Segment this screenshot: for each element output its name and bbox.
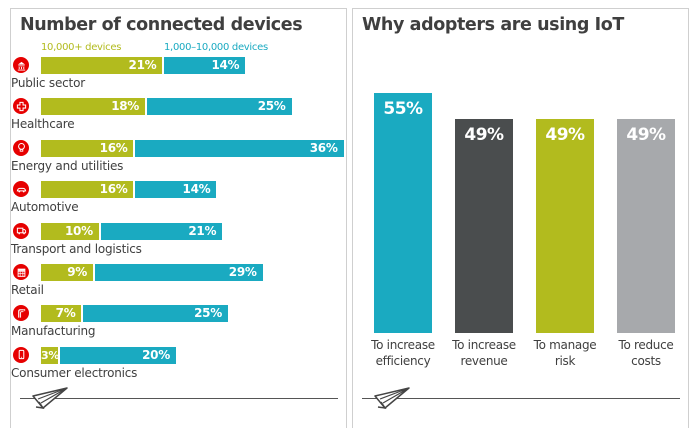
bar-value-label: 18% <box>111 99 140 114</box>
phone-icon <box>13 346 29 363</box>
reason-bar: 55% <box>374 93 432 333</box>
bar-row: 16% 36% Energy and utilities <box>11 139 346 180</box>
category-label-line: costs <box>631 354 661 368</box>
bar-value-label: 55% <box>383 99 423 120</box>
bar-value-label: 7% <box>55 306 76 321</box>
category-label: To increase revenue <box>439 337 529 369</box>
bar-1000-10000: 29% <box>95 264 263 281</box>
bar-10000-plus: 10% <box>41 222 99 240</box>
category-label: Automotive <box>11 200 79 215</box>
category-label: Consumer electronics <box>11 365 138 380</box>
category-label: Healthcare <box>11 117 75 132</box>
bar-row: 18% 25% Healthcare <box>11 98 346 138</box>
category-label-line: To manage <box>533 338 597 352</box>
bar-value-label: 25% <box>194 306 222 321</box>
bar-value-label: 16% <box>99 140 128 155</box>
bar-value-label: 10% <box>64 223 93 238</box>
footer-divider <box>362 398 680 399</box>
bar-value-label: 9% <box>67 265 88 279</box>
bar-row: 21% 14% Public sector <box>11 57 346 97</box>
paper-plane-icon <box>374 387 410 409</box>
category-label-line: To increase <box>371 338 435 352</box>
legend-series-2: 1,000–10,000 devices <box>164 42 268 53</box>
bar-row: 16% 14% Automotive <box>11 181 346 221</box>
legend-series-1: 10,000+ devices <box>41 42 122 53</box>
bar-value-label: 36% <box>309 140 338 155</box>
category-label: Manufacturing <box>11 324 96 339</box>
category-label-line: efficiency <box>375 354 431 368</box>
reason-bar: 49% <box>617 119 675 333</box>
bar-row: 10% 21% Transport and logistics <box>11 222 346 263</box>
bar-10000-plus: 16% <box>41 181 134 199</box>
bar-value-label: 21% <box>188 223 217 238</box>
iot-reasons-panel: Why adopters are using IoT 55% To increas… <box>352 8 689 428</box>
bar-10000-plus: 21% <box>41 57 163 74</box>
reason-bar: 49% <box>536 119 594 333</box>
category-label: Transport and logistics <box>11 241 142 256</box>
bar-1000-10000: 25% <box>147 98 292 116</box>
bar-row: 3% 20% Consumer electronics <box>11 346 346 387</box>
bar-value-label: 14% <box>211 58 240 72</box>
category-label: To reduce costs <box>601 337 691 369</box>
shop-icon <box>13 264 29 280</box>
bar-1000-10000: 36% <box>135 139 344 157</box>
bar-value-label: 29% <box>228 265 257 279</box>
bar-value-label: 21% <box>128 58 157 72</box>
category-label-line: To reduce <box>618 338 674 352</box>
bar-row: 7% 25% Manufacturing <box>11 305 346 345</box>
bar-value-label: 14% <box>182 182 211 197</box>
truck-icon <box>13 222 29 239</box>
bar-value-label: 49% <box>545 125 585 146</box>
bar-1000-10000: 21% <box>100 222 223 240</box>
bar-value-label: 16% <box>99 182 128 197</box>
category-label-line: risk <box>554 354 576 368</box>
bar-10000-plus: 9% <box>41 264 94 281</box>
bar-1000-10000: 20% <box>60 346 176 364</box>
bar-1000-10000: 25% <box>83 305 228 323</box>
bar-row: 9% 29% Retail <box>11 264 346 304</box>
category-label: To increase efficiency <box>358 337 448 369</box>
connected-devices-title: Number of connected devices <box>20 15 303 35</box>
iot-reasons-title: Why adopters are using IoT <box>362 15 624 35</box>
manufacturing-icon <box>13 305 29 322</box>
category-label-line: To increase <box>452 338 516 352</box>
bar-10000-plus: 3% <box>41 346 60 364</box>
bar-value-label: 20% <box>142 347 170 362</box>
category-label: Energy and utilities <box>11 158 124 173</box>
bar-1000-10000: 14% <box>135 181 217 199</box>
building-icon <box>13 57 29 73</box>
bar-10000-plus: 7% <box>41 305 82 323</box>
category-label: Retail <box>11 283 44 297</box>
footer-divider <box>20 398 338 399</box>
bar-1000-10000: 14% <box>164 57 246 74</box>
category-label: Public sector <box>11 76 85 90</box>
reason-bar: 49% <box>455 119 513 333</box>
lightbulb-icon <box>13 139 29 156</box>
category-label-line: revenue <box>460 354 508 368</box>
paper-plane-icon <box>32 387 68 409</box>
connected-devices-panel: Number of connected devices 10,000+ devi… <box>10 8 347 428</box>
bar-10000-plus: 18% <box>41 98 146 116</box>
bar-value-label: 25% <box>257 99 286 114</box>
medical-cross-icon <box>13 98 29 115</box>
car-icon <box>13 181 29 198</box>
bar-value-label: 3% <box>41 348 60 362</box>
bar-value-label: 49% <box>626 125 666 146</box>
bar-10000-plus: 16% <box>41 139 134 157</box>
category-label: To manage risk <box>520 337 610 369</box>
bar-value-label: 49% <box>464 125 504 146</box>
